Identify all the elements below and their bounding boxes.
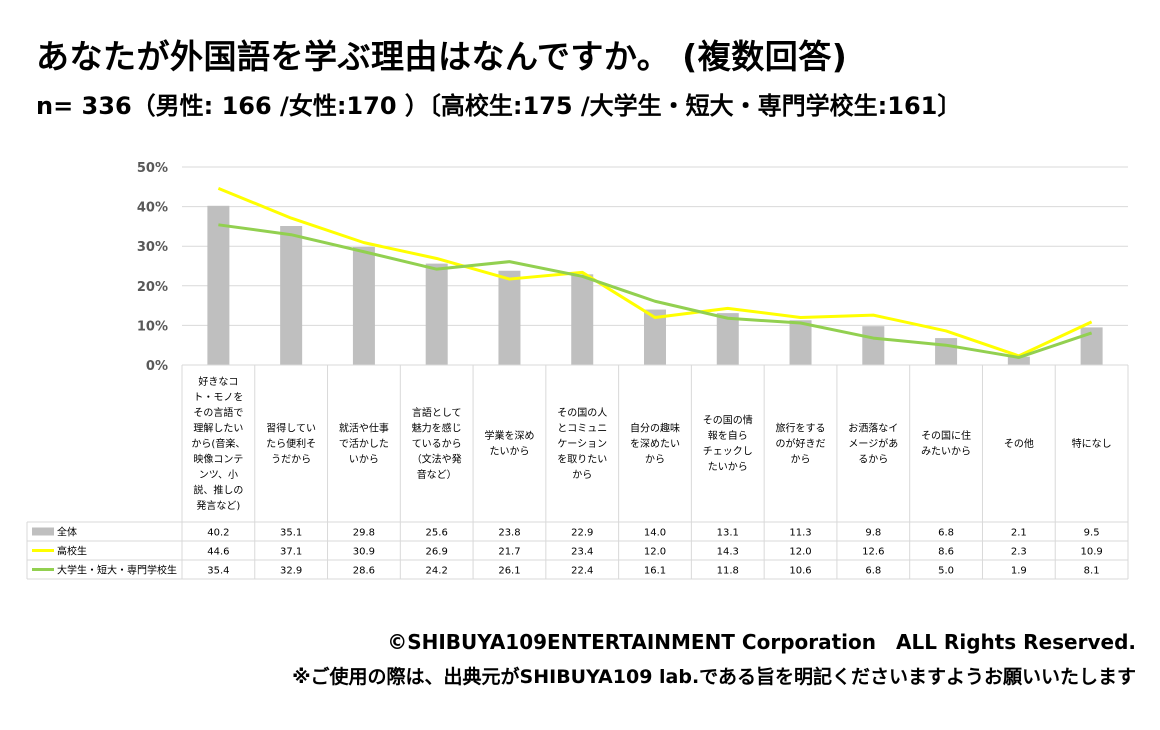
table-cell-value: 32.9 — [280, 566, 302, 577]
table-cell-value: 11.3 — [789, 528, 811, 539]
table-cell-value: 14.0 — [644, 528, 666, 539]
bar-all — [1007, 356, 1030, 365]
table-cell-value: 12.0 — [789, 547, 811, 558]
legend-key-bar — [32, 527, 54, 536]
table-cell-value: 35.1 — [280, 528, 302, 539]
legend-label: 全体 — [57, 526, 77, 539]
y-tick-label: 0% — [146, 359, 168, 374]
chart: 0% 10% 20% 30% 40% 50% 好きなコト・モノをその言語で理解したいから(音… — [26, 161, 1129, 580]
category-label: その国の情報を自らチェックしたいから — [703, 414, 753, 474]
bar-all — [498, 270, 521, 365]
table-cell-value: 12.6 — [862, 547, 884, 558]
table-cell-value: 28.6 — [353, 566, 375, 577]
usage-note: ※ご使用の際は、出典元がSHIBUYA109 lab.である旨を明記くださいます… — [292, 666, 1136, 688]
table-cell-value: 23.4 — [571, 547, 593, 558]
table-cell-value: 44.6 — [207, 547, 229, 558]
table-cell-value: 8.6 — [938, 547, 954, 558]
table-cell-value: 2.1 — [1011, 528, 1027, 539]
table-cell-value: 2.3 — [1011, 547, 1027, 558]
category-label: お洒落なイメージがあるから — [848, 421, 898, 465]
table-cell-value: 26.1 — [498, 566, 520, 577]
bar-all — [207, 205, 230, 365]
bar-all — [571, 274, 594, 365]
bar-all — [716, 313, 739, 365]
table-cell-value: 37.1 — [280, 547, 302, 558]
copyright-notice: ©SHIBUYA109ENTERTAINMENT Corporation ALL… — [387, 630, 1136, 654]
bar-all — [352, 246, 375, 365]
y-tick-label: 30% — [137, 240, 168, 255]
y-tick-label: 10% — [137, 319, 168, 334]
table-cell-value: 6.8 — [865, 566, 881, 577]
table-cell-value: 26.9 — [426, 547, 448, 558]
bar-all — [1080, 327, 1103, 365]
table-cell-value: 22.4 — [571, 566, 593, 577]
line-high-school — [217, 186, 1093, 358]
table-cell-value: 25.6 — [426, 528, 448, 539]
category-label: 自分の趣味を深めたいから — [630, 421, 680, 465]
bar-all — [425, 263, 448, 365]
table-cell-value: 9.8 — [865, 528, 881, 539]
table-cell-value: 10.6 — [789, 566, 811, 577]
category-label: 特になし — [1072, 438, 1112, 450]
category-label: 習得していたら便利そうだから — [266, 422, 316, 465]
category-label: その国の人とコミュニケーションを取りたいから — [557, 407, 607, 481]
table-cell-value: 14.3 — [717, 547, 739, 558]
table-cell-value: 10.9 — [1080, 547, 1102, 558]
y-tick-label: 20% — [137, 280, 168, 295]
bar-all — [935, 338, 958, 365]
table-cell-value: 23.8 — [498, 528, 520, 539]
table-cell-value: 40.2 — [207, 528, 229, 539]
category-label: 言語として魅力を感じているから（文法や発音など） — [412, 406, 462, 481]
table-cell-value: 1.9 — [1011, 566, 1027, 577]
table-cell-value: 16.1 — [644, 566, 666, 577]
bar-all — [280, 226, 303, 365]
line-university — [218, 223, 1093, 359]
table-cell-value: 24.2 — [426, 566, 448, 577]
table-cell-value: 29.8 — [353, 528, 375, 539]
category-label: 学業を深めたいから — [484, 429, 534, 458]
y-tick-label: 50% — [137, 161, 168, 176]
category-label: 好きなコト・モノをその言語で理解したいから(音楽、映像コンテンツ、小説、推しの発… — [191, 376, 245, 512]
bar-all — [789, 320, 812, 365]
table-cell-value: 8.1 — [1084, 566, 1100, 577]
legend-label: 高校生 — [57, 545, 87, 558]
table-cell-value: 35.4 — [207, 566, 229, 577]
table-cell-value: 13.1 — [717, 528, 739, 539]
table-cell-value: 6.8 — [938, 528, 954, 539]
category-label: その国に住みたいから — [921, 429, 971, 458]
table-cell-value: 21.7 — [498, 547, 520, 558]
table-cell-value: 12.0 — [644, 547, 666, 558]
category-label: 旅行をするのが好きだから — [776, 421, 826, 465]
table-cell-value: 22.9 — [571, 528, 593, 539]
bar-all — [862, 326, 885, 365]
category-label: その他 — [1004, 437, 1034, 450]
table-cell-value: 11.8 — [717, 566, 739, 577]
table-cell-value: 5.0 — [938, 566, 954, 577]
category-label: 就活や仕事で活かしたいから — [339, 421, 389, 465]
bar-all — [644, 309, 666, 365]
y-tick-label: 40% — [137, 201, 168, 216]
chart-title: あなたが外国語を学ぶ理由はなんですか。 (複数回答) — [36, 37, 848, 76]
legend-label: 大学生・短大・専門学校生 — [57, 564, 177, 577]
table-cell-value: 30.9 — [353, 547, 375, 558]
table-cell-value: 9.5 — [1084, 528, 1100, 539]
sample-size-subtitle: n= 336（男性: 166 /女性:170 ）〔高校生:175 /大学生・短大… — [36, 92, 962, 120]
